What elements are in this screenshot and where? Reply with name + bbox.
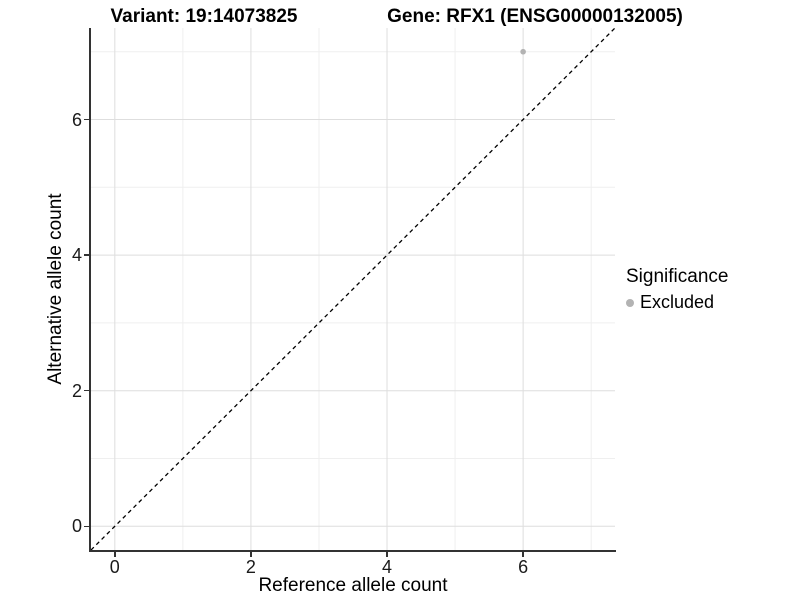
x-axis-tick [522, 552, 524, 557]
y-tick-label: 0 [71, 516, 82, 537]
x-tick-label: 6 [518, 557, 529, 577]
legend-entry-label: Excluded [640, 292, 715, 312]
x-axis-line [89, 550, 616, 552]
x-axis-tick [114, 552, 116, 557]
y-tick-label: 6 [71, 109, 82, 130]
x-axis-title: Reference allele count [258, 575, 448, 596]
y-tick-label: 4 [71, 245, 82, 266]
legend-title: Significance [626, 266, 729, 287]
y-tick-label: 2 [71, 380, 82, 401]
x-tick-label: 0 [109, 557, 120, 577]
identity-line [91, 28, 615, 550]
plot-title-variant: Variant: 19:14073825 [110, 6, 298, 27]
y-axis-tick [84, 254, 89, 256]
legend-point-icon [626, 298, 634, 307]
legend: Significance Excluded [626, 266, 728, 313]
plot-panel [91, 28, 615, 550]
y-axis-tick [84, 525, 89, 528]
y-axis-title: Alternative allele count [45, 193, 66, 385]
x-axis-tick [250, 552, 252, 557]
plot-title-gene: Gene: RFX1 (ENSG00000132005) [387, 6, 683, 27]
legend-entry-excluded: Excluded [626, 292, 728, 313]
data-point [520, 48, 526, 55]
y-axis-tick [84, 389, 89, 392]
x-tick-label: 2 [245, 557, 256, 577]
x-tick-label: 4 [382, 557, 393, 577]
x-axis-tick [386, 552, 388, 557]
y-axis-tick [84, 118, 89, 121]
y-axis-line [89, 28, 91, 552]
